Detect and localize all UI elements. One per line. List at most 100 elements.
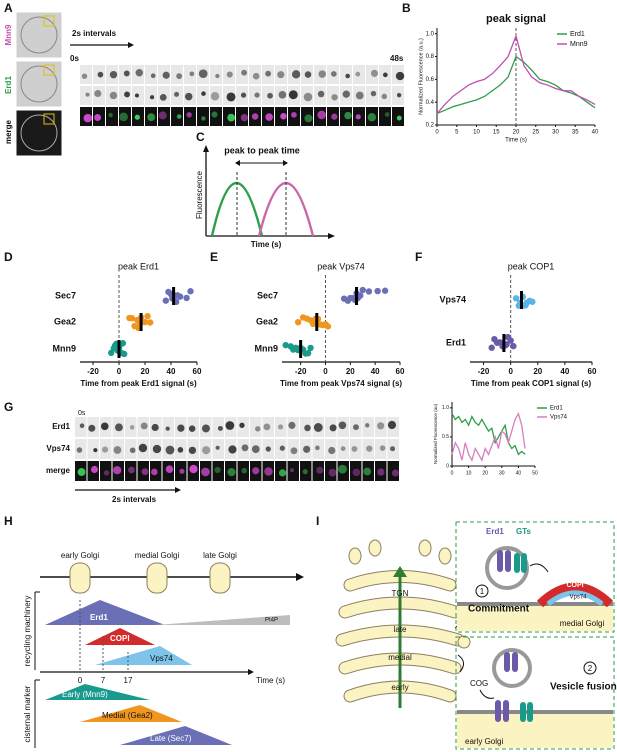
panel-c — [203, 145, 335, 239]
time-label: 0 — [78, 676, 83, 685]
frame — [337, 439, 349, 459]
spot — [254, 92, 260, 98]
dot — [507, 337, 514, 344]
dot — [309, 320, 317, 328]
x-tick-label: 20 — [346, 367, 355, 376]
x-tick-label: -20 — [295, 367, 307, 376]
spot — [128, 466, 135, 474]
spot — [158, 111, 167, 120]
spot — [177, 424, 185, 432]
time-axis-label: Time (s) — [256, 676, 285, 685]
frame — [366, 65, 378, 84]
spot — [165, 465, 174, 473]
dot — [374, 287, 381, 295]
x-tick-label: 10 — [466, 470, 472, 476]
spot — [278, 91, 287, 99]
y-tick-label: 0 — [446, 463, 449, 469]
cell-outline — [20, 114, 58, 152]
coat-label: Vps74 — [569, 595, 587, 601]
panel-label: C — [196, 130, 205, 144]
cisterna-label: TGN — [392, 589, 409, 598]
compartment-label: medial Golgi — [560, 619, 605, 628]
legend-label: Vps74 — [550, 415, 568, 421]
x-tick-label: 30 — [499, 470, 505, 476]
marker-label: Early (Mnn9) — [62, 690, 108, 699]
spot — [81, 73, 88, 79]
stage-label: late Golgi — [203, 551, 237, 560]
chart-title: peak COP1 — [508, 261, 555, 271]
x-axis-label: Time from peak Vps74 signal (s) — [280, 379, 402, 388]
spot — [113, 466, 122, 475]
spot — [304, 71, 312, 78]
frame — [212, 417, 224, 437]
panel-g — [75, 417, 400, 481]
spot — [176, 73, 183, 80]
y-tick-label: 0.2 — [426, 123, 435, 129]
panel-label: H — [4, 514, 13, 528]
frame — [200, 439, 212, 459]
spot — [239, 422, 245, 428]
spot — [277, 71, 285, 79]
spot — [134, 93, 139, 98]
x-tick-label: 5 — [455, 130, 459, 136]
spot — [331, 71, 337, 77]
frame — [300, 461, 312, 481]
spot — [291, 70, 301, 79]
spot — [215, 73, 220, 79]
step-name: Vesicle fusion — [550, 682, 617, 693]
spot — [317, 90, 325, 98]
x-tick-label: 20 — [513, 130, 520, 136]
spot — [303, 445, 311, 453]
frame — [325, 461, 337, 481]
section-label: recycling machinery — [23, 596, 32, 667]
spot — [338, 464, 347, 474]
frame — [379, 107, 391, 126]
spot — [165, 426, 170, 431]
spot — [226, 71, 233, 78]
spot — [174, 91, 180, 97]
spot — [391, 469, 400, 477]
coat-label: COPI — [566, 582, 583, 589]
x-tick-label: 0 — [117, 367, 122, 376]
interval-label: 2s intervals — [72, 29, 117, 38]
stage-label: medial Golgi — [135, 551, 180, 560]
spot — [290, 447, 298, 455]
spot — [217, 425, 223, 431]
spot — [83, 113, 93, 123]
dot — [119, 340, 127, 347]
frame — [212, 461, 224, 481]
cell-image — [15, 109, 63, 157]
cell-image — [15, 60, 63, 108]
machinery-label: COPI — [110, 634, 130, 643]
spot — [329, 424, 337, 432]
x-axis-label: Time from peak Erd1 signal (s) — [80, 379, 197, 388]
spot — [201, 116, 206, 121]
spot — [94, 89, 102, 98]
x-tick-label: 0 — [451, 470, 454, 476]
spot — [263, 423, 271, 431]
machinery-label: Erd1 — [90, 613, 108, 622]
y-tick-label: 1.0 — [442, 405, 449, 411]
spot — [114, 423, 123, 432]
spot — [227, 113, 236, 122]
spot — [90, 465, 99, 474]
dot — [128, 315, 136, 322]
spot — [279, 445, 285, 451]
compartment-label: early Golgi — [465, 737, 503, 746]
spot — [251, 113, 259, 120]
spot — [241, 69, 248, 76]
spot — [315, 445, 320, 451]
dot — [512, 295, 520, 302]
frame — [350, 461, 362, 481]
spot — [152, 444, 162, 454]
dot — [304, 350, 312, 357]
category-label: Mnn9 — [255, 343, 279, 353]
spot — [165, 445, 175, 455]
y-axis-label: Normalized Fluorescence (au) — [433, 403, 438, 464]
spot — [214, 466, 221, 474]
spot — [288, 90, 298, 100]
x-tick-label: 20 — [533, 367, 542, 376]
time-label: 17 — [124, 676, 133, 685]
x-tick-label: 25 — [532, 130, 539, 136]
spot — [189, 464, 198, 474]
